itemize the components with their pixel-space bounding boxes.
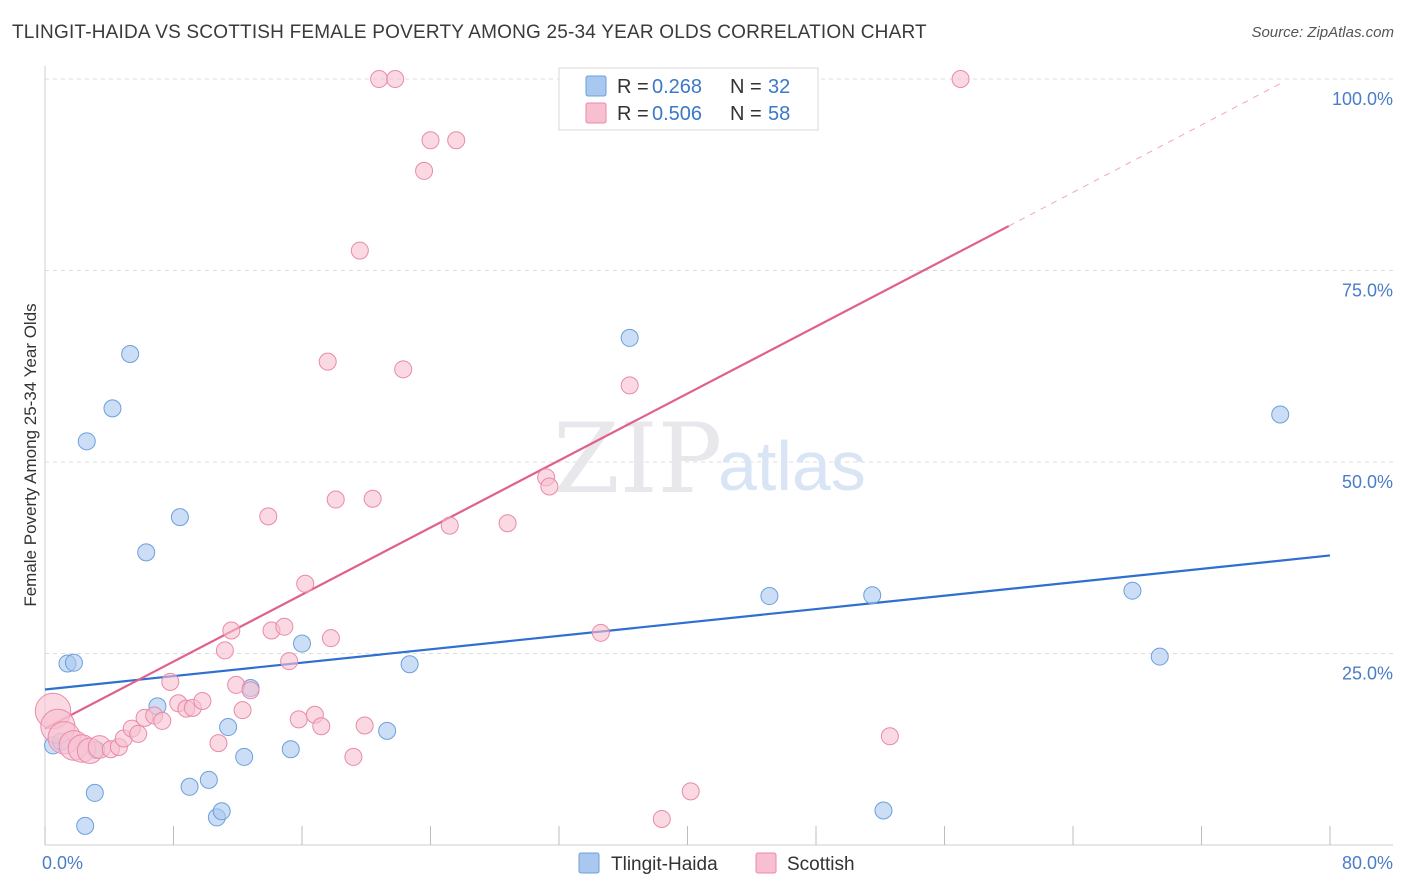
y-tick-labels: 25.0% 50.0% 75.0% 100.0%: [1332, 89, 1393, 684]
scottish-point-21: [215, 641, 234, 660]
scottish-point-53: [652, 809, 671, 828]
tlingit-point-13: [180, 777, 199, 796]
legend-bottom: Tlingit-Haida Scottish: [578, 852, 855, 875]
tlingit-point-24: [620, 328, 639, 347]
scottish-point-25: [241, 681, 260, 700]
legend-r-value-scottish: 0.506: [652, 103, 702, 125]
scottish-point-34: [318, 352, 337, 371]
scottish-point-56: [880, 727, 899, 746]
legend-top: R = 0.268 N = 32 R = 0.506 N = 58: [558, 67, 819, 131]
tlingit-point-25: [760, 587, 779, 606]
scottish-point-48: [498, 514, 517, 533]
scottish-point-39: [355, 716, 374, 735]
legend-r-label-tlingit: R =: [617, 76, 649, 98]
chart-title: TLINGIT-HAIDA VS SCOTTISH FEMALE POVERTY…: [12, 22, 927, 43]
scottish-point-28: [275, 617, 294, 636]
tlingit-point-29: [1150, 647, 1169, 666]
legend-n-value-scottish: 58: [768, 103, 790, 125]
tlingit-point-10: [137, 543, 156, 562]
trend-lines: [44, 82, 1331, 730]
scottish-point-51: [591, 623, 610, 642]
x-tick-min: 0.0%: [42, 853, 83, 873]
scottish-point-35: [321, 629, 340, 648]
scottish-point-46: [440, 516, 459, 535]
scottish-point-15: [161, 672, 180, 691]
scottish-point-57: [951, 70, 970, 88]
tlingit-point-30: [1271, 405, 1290, 424]
scottish-point-36: [326, 490, 345, 509]
tlingit-point-23: [400, 655, 419, 674]
source-label: Source: ZipAtlas.com: [1251, 24, 1394, 41]
tlingit-point-20: [281, 740, 300, 759]
scottish-point-43: [394, 360, 413, 379]
scottish-point-29: [280, 652, 299, 671]
scottish-point-11: [129, 724, 148, 743]
scottish-point-50: [540, 477, 559, 496]
scottish-point-42: [386, 70, 405, 88]
tlingit-point-6: [85, 783, 104, 802]
scottish-point-26: [259, 507, 278, 526]
y-tick-label-0: 25.0%: [1342, 664, 1393, 684]
legend-r-label-scottish: R =: [617, 103, 649, 125]
y-tick-label-2: 75.0%: [1342, 281, 1393, 301]
scottish-point-54: [681, 782, 700, 801]
bottom-legend-label-tlingit: Tlingit-Haida: [611, 854, 718, 875]
scottish-point-47: [447, 131, 466, 150]
tlingit-point-4: [76, 816, 95, 835]
bottom-legend-label-scottish: Scottish: [787, 854, 855, 875]
tlingit-point-14: [199, 770, 218, 789]
watermark-zip: ZIP: [553, 403, 722, 515]
scottish-point-44: [415, 161, 434, 180]
y-tick-label-3: 100.0%: [1332, 89, 1393, 109]
scottish-point-24: [233, 701, 252, 720]
tlingit-point-17: [219, 718, 238, 737]
trend-line-1: [44, 225, 1010, 730]
scottish-point-41: [370, 70, 389, 88]
x-tick-max: 80.0%: [1342, 853, 1393, 873]
data-points: [34, 70, 1290, 835]
grid-lines: [45, 78, 1393, 654]
scottish-point-19: [193, 691, 212, 710]
tlingit-point-8: [103, 399, 122, 418]
tlingit-point-5: [77, 432, 96, 451]
trend-line-extension-1: [1008, 82, 1283, 227]
legend-r-value-tlingit: 0.268: [652, 76, 702, 98]
watermark-atlas: atlas: [718, 427, 866, 505]
tlingit-point-9: [121, 344, 140, 363]
axes: [44, 66, 1393, 846]
legend-n-label-tlingit: N =: [730, 76, 762, 98]
tlingit-point-12: [170, 508, 189, 527]
scottish-point-45: [421, 131, 440, 150]
bottom-legend-swatch-scottish: [755, 852, 777, 874]
scottish-point-22: [222, 621, 241, 640]
legend-swatch-scottish: [585, 102, 607, 124]
tlingit-point-3: [64, 653, 83, 672]
scottish-point-37: [344, 747, 363, 766]
scottish-point-38: [350, 241, 369, 260]
tlingit-point-18: [235, 747, 254, 766]
tlingit-point-16: [212, 802, 231, 821]
scottish-point-52: [620, 376, 639, 395]
tlingit-point-27: [874, 801, 893, 820]
tlingit-point-26: [863, 586, 882, 605]
scottish-point-33: [312, 717, 331, 736]
scottish-point-31: [296, 574, 315, 593]
scottish-point-14: [153, 711, 172, 730]
trend-line-0: [44, 554, 1331, 691]
scottish-point-20: [209, 734, 228, 753]
y-axis-label: Female Poverty Among 25-34 Year Olds: [21, 303, 40, 606]
scottish-point-30: [289, 710, 308, 729]
tlingit-point-21: [293, 634, 311, 653]
bottom-legend-swatch-tlingit: [578, 852, 600, 874]
legend-swatch-tlingit: [585, 75, 607, 97]
tlingit-point-22: [378, 721, 397, 740]
legend-n-label-scottish: N =: [730, 103, 762, 125]
scottish-point-40: [363, 489, 382, 508]
legend-n-value-tlingit: 32: [768, 76, 790, 98]
tlingit-point-28: [1123, 581, 1142, 600]
y-tick-label-1: 50.0%: [1342, 472, 1393, 492]
